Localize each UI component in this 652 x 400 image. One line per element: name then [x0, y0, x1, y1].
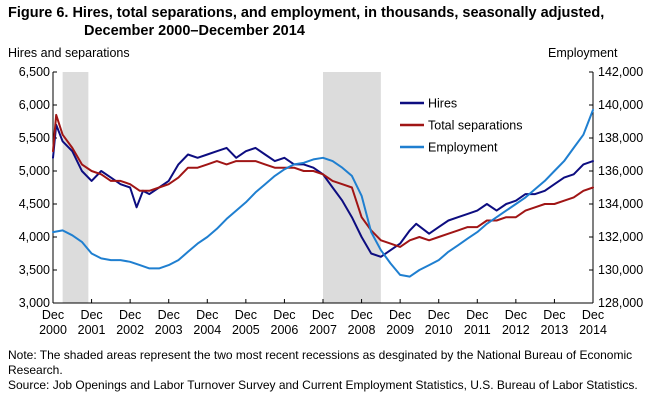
x-tick-month: Dec: [273, 308, 295, 322]
chart-notes: Note: The shaded areas represent the two…: [8, 348, 648, 393]
right-tick-label: 130,000: [598, 263, 643, 277]
series-line-hires: [52, 123, 594, 258]
left-tick-label: 3,000: [19, 296, 50, 310]
chart-title: Figure 6. Hires, total separations, and …: [8, 4, 648, 40]
series-line-total-separations: [52, 113, 594, 248]
right-tick-label: 138,000: [598, 131, 643, 145]
legend-label-employment: Employment: [428, 141, 498, 155]
left-tick-label: 6,000: [19, 98, 50, 112]
left-tick-label: 4,000: [19, 230, 50, 244]
chart-title-line1: Figure 6. Hires, total separations, and …: [8, 5, 605, 21]
left-axis-label: Hires and separations: [8, 46, 130, 60]
recession-shade-1: [62, 72, 89, 303]
x-tick-month: Dec: [235, 308, 257, 322]
x-tick-month: Dec: [196, 308, 218, 322]
left-tick-label: 5,500: [19, 131, 50, 145]
x-tick-year: 2007: [309, 323, 337, 337]
x-tick-month: Dec: [582, 308, 604, 322]
x-tick-year: 2001: [78, 323, 106, 337]
note-text: Note: The shaded areas represent the two…: [8, 348, 633, 377]
right-tick-label: 136,000: [598, 164, 643, 178]
x-tick-year: 2010: [425, 323, 453, 337]
right-tick-label: 134,000: [598, 197, 643, 211]
x-tick-month: Dec: [158, 308, 180, 322]
x-tick-month: Dec: [42, 308, 64, 322]
left-tick-label: 3,500: [19, 263, 50, 277]
legend-label-hires: Hires: [428, 97, 457, 111]
x-tick-year: 2014: [579, 323, 607, 337]
x-tick-year: 2000: [39, 323, 67, 337]
x-tick-year: 2012: [502, 323, 530, 337]
x-tick-month: Dec: [312, 308, 334, 322]
left-tick-label: 6,500: [19, 65, 50, 79]
x-tick-month: Dec: [119, 308, 141, 322]
legend-label-total-separations: Total separations: [428, 119, 523, 133]
right-tick-label: 132,000: [598, 230, 643, 244]
chart-title-line2: December 2000–December 2014: [84, 23, 305, 39]
x-tick-year: 2009: [386, 323, 414, 337]
left-tick-label: 4,500: [19, 197, 50, 211]
left-tick-label: 5,000: [19, 164, 50, 178]
x-tick-month: Dec: [389, 308, 411, 322]
x-tick-year: 2011: [464, 323, 491, 337]
series-line-employment: [52, 108, 594, 278]
source-text: Source: Job Openings and Labor Turnover …: [8, 378, 638, 392]
x-tick-month: Dec: [543, 308, 565, 322]
x-tick-year: 2008: [348, 323, 376, 337]
x-tick-year: 2013: [541, 323, 569, 337]
x-tick-month: Dec: [80, 308, 102, 322]
x-tick-year: 2006: [271, 323, 299, 337]
right-tick-label: 128,000: [598, 296, 643, 310]
right-tick-label: 140,000: [598, 98, 643, 112]
x-tick-month: Dec: [466, 308, 488, 322]
x-tick-year: 2004: [193, 323, 221, 337]
x-tick-year: 2003: [155, 323, 183, 337]
x-tick-year: 2005: [232, 323, 260, 337]
right-tick-label: 142,000: [598, 65, 643, 79]
x-tick-month: Dec: [428, 308, 450, 322]
x-tick-year: 2002: [116, 323, 144, 337]
x-tick-month: Dec: [505, 308, 527, 322]
right-axis-label: Employment: [548, 46, 618, 60]
x-tick-month: Dec: [350, 308, 372, 322]
